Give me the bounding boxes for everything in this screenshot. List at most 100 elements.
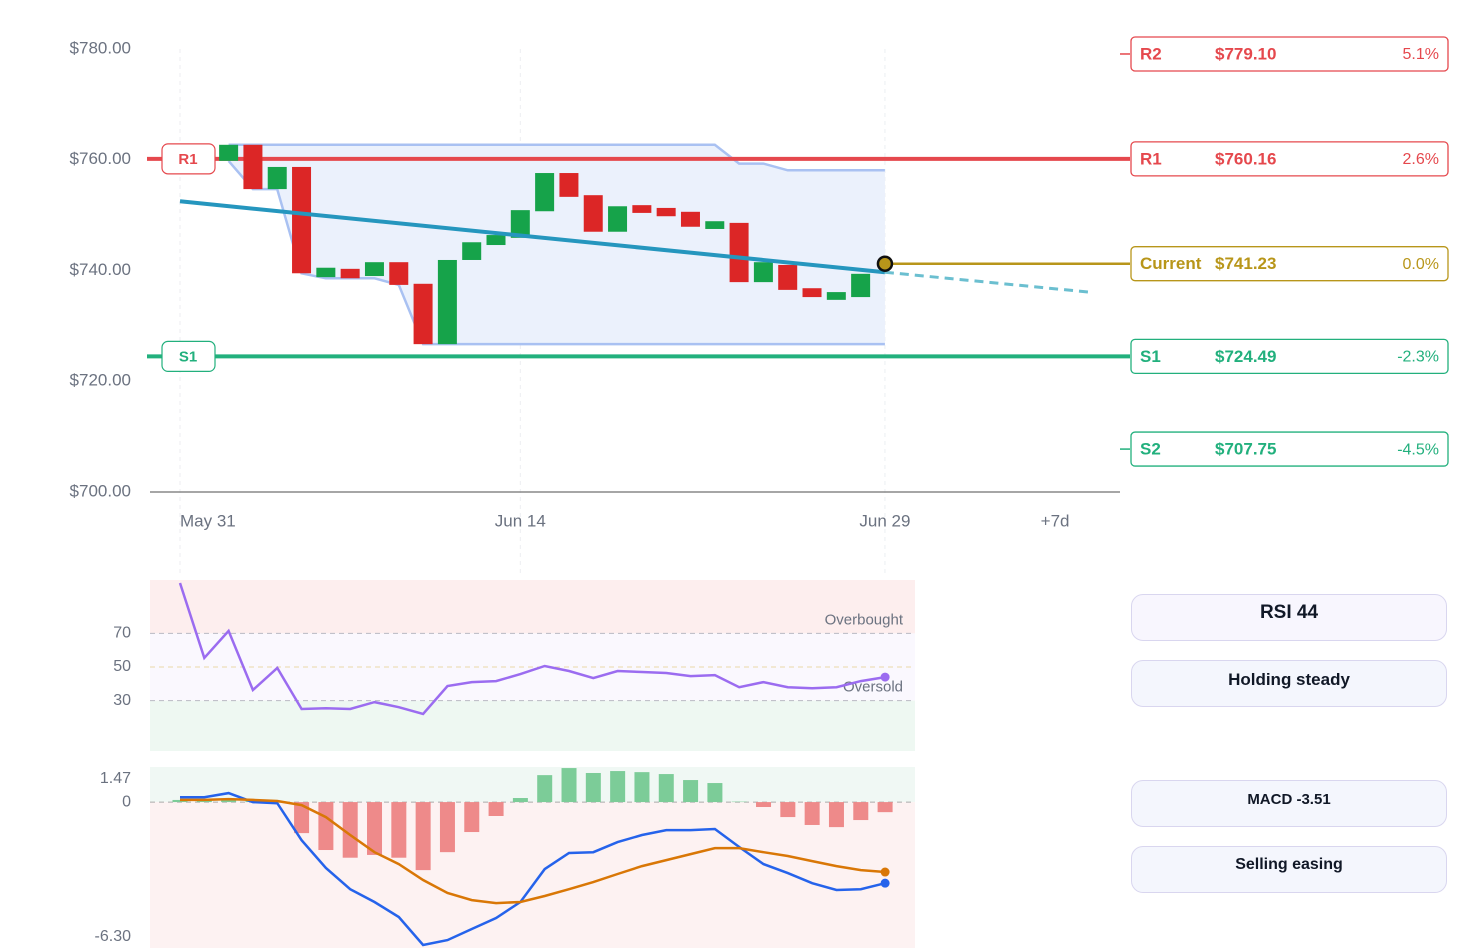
candle [316,267,336,278]
candle [851,273,871,298]
histogram-bar [707,783,723,803]
y-tick-label: 30 [113,692,131,709]
candle [437,259,457,345]
zone-low [150,700,915,751]
level-name: R2 [1140,44,1162,63]
histogram-bar [634,772,650,803]
y-tick-label: 50 [113,658,131,675]
histogram-bar [828,802,844,828]
level-tag-label: S1 [179,348,197,365]
histogram-bar [221,798,237,803]
y-tick-label: $720.00 [70,371,131,390]
macd-end-dot [880,878,890,888]
candle [778,264,798,290]
level-price: $779.10 [1215,44,1276,63]
channel-fill [228,144,885,345]
level-price: $724.49 [1215,347,1276,366]
histogram-bar [464,802,480,833]
candle [826,292,846,300]
current-dot [876,255,894,272]
level-box [1130,36,1449,72]
y-tick-label: 70 [113,625,131,642]
candle [608,206,628,232]
candle [583,195,603,232]
y-tick-label: $740.00 [70,260,131,279]
annotation: Overbought [825,611,904,628]
macd-status-card: Selling easing [1131,846,1447,893]
histogram-bar [877,802,893,813]
candle [219,144,239,161]
rsi-end-dot [880,672,890,682]
candle [753,262,773,283]
rsi-line [178,582,886,716]
level-box [1130,338,1449,375]
zone-positive [150,767,915,803]
macd-card: MACD -3.51 [1131,780,1447,827]
candle [340,268,360,279]
candle [729,222,749,283]
y-tick-label: $780.00 [70,38,131,57]
rsi-status-card: Holding steady [1131,660,1447,707]
level-tag [161,143,216,175]
candle [705,221,725,229]
histogram-bar [561,768,577,803]
candle [510,210,530,238]
histogram-bar [853,802,869,821]
histogram-bar [658,774,674,803]
histogram-bar [342,802,358,858]
rsi-card: RSI 44 [1131,594,1447,641]
level-change: 5.1% [1403,46,1439,63]
level-name: S1 [1140,347,1161,366]
histogram-bar [391,802,407,858]
histogram-bar [294,802,310,834]
candle [267,166,287,190]
histogram-bar [585,772,601,803]
level-tag [161,340,216,372]
annotation: Oversold [843,679,903,696]
level-box [1130,431,1449,467]
candle [364,262,384,277]
level-tag-label: R1 [178,151,197,168]
level-change: -4.5% [1397,441,1439,458]
level-name: Current [1140,254,1202,273]
macd-line [180,791,886,947]
x-tick-label: Jun 14 [495,511,546,530]
level-change: 0.0% [1403,256,1439,273]
projection-line [884,270,1090,294]
y-tick-label: $700.00 [70,481,131,500]
histogram-bar [756,802,772,808]
x-tick-label: Jun 29 [859,511,910,530]
y-tick-label: 0 [122,793,131,810]
channel-upper [228,143,885,172]
histogram-bar [318,802,334,851]
level-change: -2.3% [1397,349,1439,366]
level-name: S2 [1140,440,1161,459]
level-name: R1 [1140,149,1162,168]
level-price: $707.75 [1215,440,1276,459]
candle [389,262,409,285]
histogram-bar [804,802,820,825]
candle [413,283,433,345]
level-box [1130,141,1449,177]
level-change: 2.6% [1403,151,1439,168]
candle [535,173,555,212]
level-box [1130,246,1449,282]
trend-line [179,199,886,275]
candle [656,207,676,217]
x-tick-label: May 31 [180,511,236,530]
histogram-bar [683,780,699,803]
y-tick-label: $760.00 [70,149,131,168]
zone-high [150,580,915,634]
candle [486,235,506,246]
x-tick-label: +7d [1041,511,1070,530]
zone-negative [150,802,915,948]
candle [802,288,822,298]
histogram-bar [780,802,796,818]
channel-lower [227,160,885,346]
histogram-bar [415,802,431,871]
candle [680,211,700,227]
macd-line [180,797,886,905]
histogram-bar [439,802,455,853]
